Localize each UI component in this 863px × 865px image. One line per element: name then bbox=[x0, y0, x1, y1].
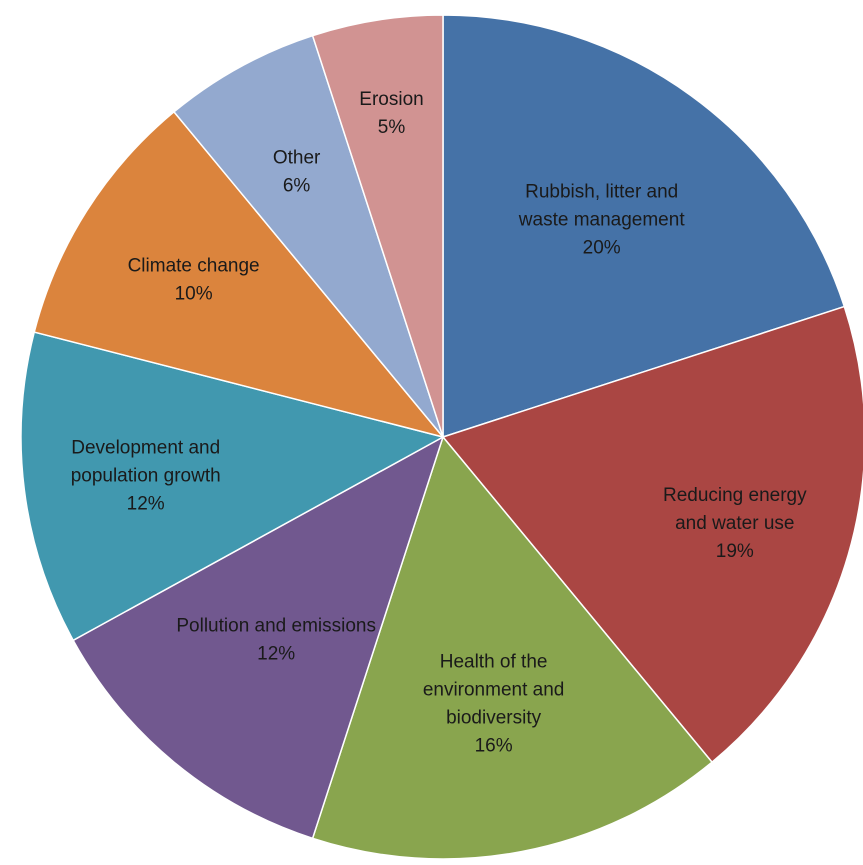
slice-label-line: population growth bbox=[71, 466, 221, 487]
pie-slice-7 bbox=[172, 34, 444, 438]
slice-label-4: Pollution and emissions 12% bbox=[176, 616, 376, 665]
slice-label-line: Erosion bbox=[359, 89, 423, 110]
slice-label-line: Development and bbox=[71, 438, 220, 459]
pie-labels: Rubbish, litter and waste management 20% Re… bbox=[71, 89, 807, 756]
slice-label-1: Rubbish, litter and waste management 20% bbox=[518, 182, 686, 259]
slice-label-line: Reducing energy bbox=[663, 485, 807, 506]
slice-percent: 6% bbox=[283, 176, 311, 197]
slice-label-3: Health of the environment and biodiversity… bbox=[423, 651, 565, 756]
slice-label-line: Climate change bbox=[128, 256, 260, 277]
pie-slices bbox=[20, 14, 863, 860]
slice-percent: 20% bbox=[583, 238, 621, 259]
slice-label-7: Other 6% bbox=[273, 148, 321, 197]
slice-percent: 10% bbox=[175, 284, 213, 305]
slice-percent: 5% bbox=[378, 117, 406, 138]
pie-slice-6 bbox=[33, 110, 446, 439]
slice-label-line: environment and bbox=[423, 679, 565, 700]
slice-label-5: Development and population growth 12% bbox=[71, 438, 221, 515]
slice-percent: 19% bbox=[716, 541, 754, 562]
slice-label-line: Pollution and emissions bbox=[176, 616, 376, 637]
slice-percent: 16% bbox=[475, 735, 513, 756]
slice-percent: 12% bbox=[127, 494, 165, 515]
pie-slice-8 bbox=[311, 14, 444, 438]
slice-label-line: and water use bbox=[675, 513, 794, 534]
slice-label-line: Rubbish, litter and bbox=[525, 182, 678, 203]
pie-slice-1 bbox=[442, 14, 846, 439]
slice-label-line: Other bbox=[273, 148, 321, 169]
slice-label-line: waste management bbox=[518, 210, 686, 231]
pie-slice-4 bbox=[72, 435, 445, 840]
slice-label-line: biodiversity bbox=[446, 707, 542, 728]
pie-slice-5 bbox=[20, 331, 446, 642]
slice-label-8: Erosion 5% bbox=[359, 89, 423, 138]
pie-slice-3 bbox=[311, 435, 714, 860]
pie-slice-2 bbox=[441, 305, 863, 764]
slice-label-line: Health of the bbox=[440, 651, 548, 672]
slice-percent: 12% bbox=[257, 644, 295, 665]
slice-label-2: Reducing energy and water use 19% bbox=[663, 485, 807, 562]
slice-label-6: Climate change 10% bbox=[128, 256, 260, 305]
